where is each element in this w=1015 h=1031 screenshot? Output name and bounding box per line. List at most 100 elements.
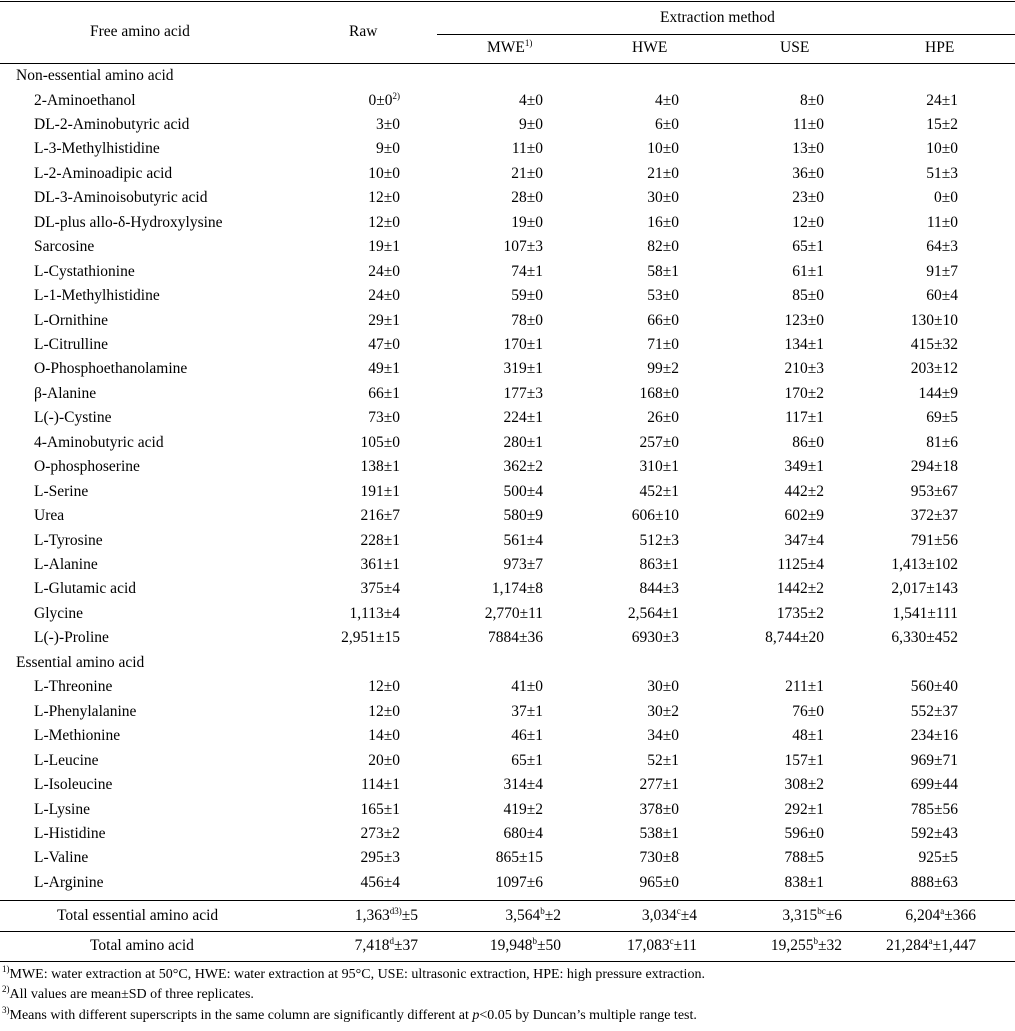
use-value: 117±1 <box>785 408 824 428</box>
hpe-value-text: 144±9 <box>918 384 958 402</box>
hwe-value-text: 71±0 <box>647 335 679 353</box>
total-value-main: 3,564 <box>505 907 541 924</box>
section-title: Non-essential amino acid <box>16 67 174 84</box>
use-value: 13±0 <box>792 139 824 159</box>
hpe-value-text: 234±16 <box>910 727 958 745</box>
mwe-value-text: 177±3 <box>503 384 543 402</box>
amino-acid-name: β-Alanine <box>34 384 97 402</box>
use-value: 11±0 <box>793 115 824 135</box>
hwe-value-text: 512±3 <box>639 531 679 549</box>
hwe-value-text: 2,564±1 <box>627 604 679 622</box>
hwe-value: 53±0 <box>647 286 679 306</box>
amino-acid-name: L-Phenylalanine <box>34 702 137 720</box>
total-value-sd: ±37 <box>393 937 418 954</box>
hpe-value: 0±0 <box>934 188 958 208</box>
amino-acid-name: L(-)-Cystine <box>34 409 112 427</box>
use-value: 123±0 <box>784 311 824 331</box>
hwe-value: 512±3 <box>639 531 679 551</box>
hwe-value: 844±3 <box>639 579 679 599</box>
raw-value: 66±1 <box>368 384 400 404</box>
hpe-value: 552±37 <box>911 702 958 722</box>
use-value: 76±0 <box>792 702 824 722</box>
hpe-value: 1,413±102 <box>891 555 958 575</box>
totals-rule-2 <box>0 931 1015 932</box>
hpe-value-text: 81±6 <box>926 433 958 451</box>
use-value-text: 292±1 <box>784 800 824 818</box>
hwe-value: 66±0 <box>647 311 679 331</box>
mwe-value: 319±1 <box>503 359 543 379</box>
use-value-text: 788±5 <box>784 849 824 867</box>
hpe-value-text: 24±1 <box>926 91 958 109</box>
total-value-sd: ±4 <box>680 907 697 924</box>
use-value-text: 48±1 <box>792 727 824 745</box>
amino-acid-name: DL-plus allo-δ-Hydroxylysine <box>34 213 223 231</box>
hwe-value: 378±0 <box>639 800 679 820</box>
hwe-value-text: 30±0 <box>647 678 679 696</box>
total-value-sd: ±366 <box>944 907 976 924</box>
total-hpe-value: 6,204a±366 <box>905 906 976 926</box>
amino-acid-name: 4-Aminobutyric acid <box>34 433 164 451</box>
mwe-value: 1,174±8 <box>492 579 543 599</box>
raw-value: 19±1 <box>368 237 400 257</box>
hpe-value-text: 592±43 <box>910 824 958 842</box>
footnote-2: 2)All values are mean±SD of three replic… <box>2 984 254 1003</box>
hpe-value-text: 888±63 <box>910 873 958 891</box>
hpe-value: 785±56 <box>911 800 958 820</box>
mwe-value: 580±9 <box>503 506 543 526</box>
raw-value: 105±0 <box>360 433 400 453</box>
raw-value: 73±0 <box>368 408 400 428</box>
total-value-main: 7,418 <box>354 937 390 954</box>
hwe-value-text: 34±0 <box>647 727 679 745</box>
total-value-main: 21,284 <box>885 937 929 954</box>
amino-acid-name: O-phosphoserine <box>34 458 140 476</box>
mwe-value: 561±4 <box>503 531 543 551</box>
mwe-value-text: 319±1 <box>503 360 543 378</box>
amino-acid-name: L-Valine <box>34 849 89 867</box>
hpe-value-text: 64±3 <box>926 238 958 256</box>
hwe-value-text: 58±1 <box>647 262 679 280</box>
amino-acid-name: L-Citrulline <box>34 335 109 353</box>
hwe-value: 730±8 <box>639 848 679 868</box>
raw-value-text: 66±1 <box>368 384 400 402</box>
hwe-value-text: 30±2 <box>647 702 679 720</box>
mwe-value: 74±1 <box>511 262 543 282</box>
raw-value: 14±0 <box>368 726 400 746</box>
hwe-value-text: 538±1 <box>639 824 679 842</box>
use-value: 65±1 <box>792 237 824 257</box>
total-use-value: 3,315bc±6 <box>782 906 842 926</box>
raw-value: 49±1 <box>368 359 400 379</box>
bottom-rule <box>0 961 1015 962</box>
use-value-text: 36±0 <box>792 164 824 182</box>
use-value-text: 61±1 <box>792 262 824 280</box>
hpe-value: 699±44 <box>911 775 958 795</box>
hpe-value: 10±0 <box>926 139 958 159</box>
total-value-main: 17,083 <box>626 937 670 954</box>
hwe-value-text: 26±0 <box>647 409 679 427</box>
amino-acid-name: L-Isoleucine <box>34 776 113 793</box>
use-value-text: 596±0 <box>784 824 824 842</box>
raw-value: 12±0 <box>368 213 400 233</box>
raw-value-text: 138±1 <box>360 458 400 476</box>
header-use: USE <box>780 39 810 56</box>
use-value-text: 8±0 <box>799 91 824 109</box>
significance-letter: b <box>813 936 818 946</box>
hwe-value-text: 30±0 <box>647 189 679 207</box>
mwe-value-text: 11±0 <box>511 140 543 158</box>
total-hpe-value: 21,284a±1,447 <box>886 936 976 956</box>
mwe-value-text: 74±1 <box>511 262 543 280</box>
hpe-value: 51±3 <box>926 164 958 184</box>
use-value: 8,744±20 <box>765 628 824 648</box>
hwe-value: 16±0 <box>647 213 679 233</box>
mwe-value: 9±0 <box>519 115 543 135</box>
raw-value-text: 20±0 <box>368 751 400 769</box>
hwe-value-text: 277±1 <box>639 776 679 793</box>
raw-value: 228±1 <box>360 531 400 551</box>
hpe-value: 6,330±452 <box>891 628 958 648</box>
totals-rule-1 <box>0 900 1015 901</box>
raw-value: 12±0 <box>368 702 400 722</box>
use-value-text: 12±0 <box>792 213 824 231</box>
raw-value-text: 10±0 <box>368 164 400 182</box>
raw-value-text: 295±3 <box>360 849 400 867</box>
use-value: 86±0 <box>792 433 824 453</box>
amino-acid-name: L-Methionine <box>34 727 121 745</box>
